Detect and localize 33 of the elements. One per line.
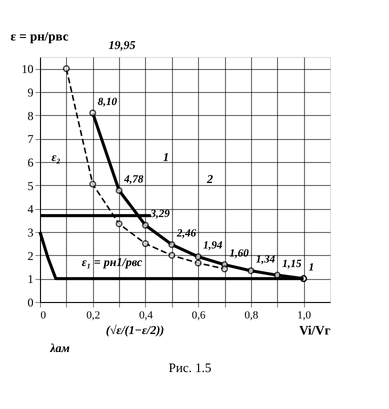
x-tick-label: 0,8 (244, 310, 259, 322)
y-tick-label: 9 (28, 86, 34, 100)
text: (√ε/(1−ε/2)) (106, 323, 164, 337)
annotation: 2 (206, 172, 213, 186)
text: 19,95 (108, 38, 136, 52)
x-tick-label: 0,6 (192, 310, 206, 322)
data-label: 4,78 (123, 173, 144, 186)
y-tick-label: 7 (28, 132, 34, 146)
y-tick-label: 0 (28, 296, 34, 310)
y-tick-label: 4 (28, 202, 34, 216)
data-label: 1 (308, 262, 314, 274)
y-tick-label: 2 (28, 248, 34, 263)
y-tick-label: 1 (28, 272, 34, 286)
x-tick-label: 1,0 (297, 310, 312, 322)
data-label: 8,10 (98, 96, 118, 108)
y-tick-label: 6 (28, 156, 34, 170)
x-tick-label: 0 (40, 310, 46, 322)
data-label: 1,15 (282, 258, 302, 270)
text: Рис. 1.5 (168, 360, 212, 375)
annotation: 1 (163, 150, 169, 164)
x-tick-label: 0,2 (86, 310, 100, 322)
x-tick-label: 0,4 (139, 310, 154, 322)
y-tick-label: 10 (22, 62, 34, 76)
data-label: 1,94 (203, 240, 223, 252)
annotation: ε₂ (51, 150, 61, 164)
y-tick-label: 3 (28, 226, 34, 240)
y-tick-label: 8 (28, 108, 34, 123)
text: λам (49, 341, 70, 355)
y-axis-title: ε = pн/pвс (10, 28, 69, 44)
data-label: 3,29 (149, 208, 170, 220)
data-label: 1,34 (256, 254, 276, 266)
x-axis-title: Vi/Vг (299, 322, 331, 338)
y-tick-label: 5 (28, 178, 34, 193)
